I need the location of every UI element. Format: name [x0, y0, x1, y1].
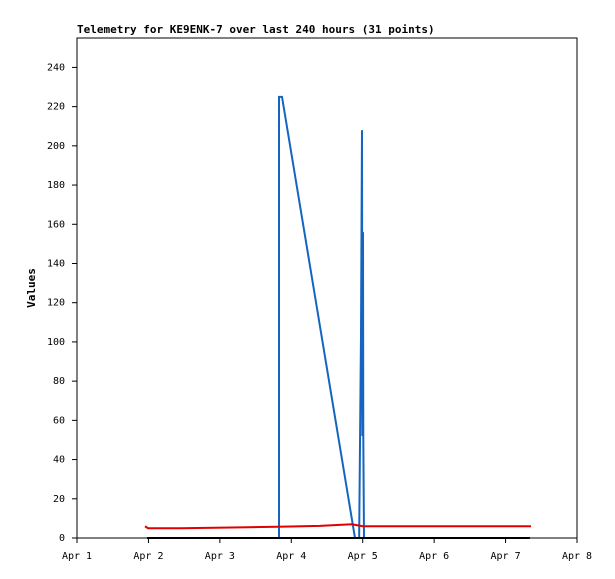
y-tick-label: 140 [47, 258, 65, 269]
y-tick-label: 160 [47, 219, 65, 230]
y-tick-label: 220 [47, 102, 65, 113]
series-line [278, 95, 365, 539]
y-axis-label: Values [25, 268, 38, 308]
plot-frame [76, 37, 578, 539]
chart-title: Telemetry for KE9ENK-7 over last 240 hou… [77, 23, 435, 36]
x-tick-label: Apr 7 [491, 551, 521, 562]
y-tick-label: 100 [47, 337, 65, 348]
y-tick-label: 200 [47, 141, 65, 152]
x-tick-label: Apr 4 [276, 551, 306, 562]
x-tick-label: Apr 8 [562, 551, 592, 562]
y-tick-label: 0 [59, 533, 65, 544]
y-tick-label: 240 [47, 62, 65, 73]
x-tick-label: Apr 5 [348, 551, 378, 562]
y-tick-label: 180 [47, 180, 65, 191]
x-tick-label: Apr 6 [419, 551, 449, 562]
y-tick-label: 60 [53, 415, 65, 426]
x-tick-label: Apr 2 [133, 551, 163, 562]
y-tick-label: 40 [53, 455, 65, 466]
x-tick-label: Apr 1 [62, 551, 92, 562]
y-tick-label: 120 [47, 298, 65, 309]
x-tick-label: Apr 3 [205, 551, 235, 562]
y-tick-label: 20 [53, 494, 65, 505]
y-tick-label: 80 [53, 376, 65, 387]
series-line [144, 523, 531, 530]
